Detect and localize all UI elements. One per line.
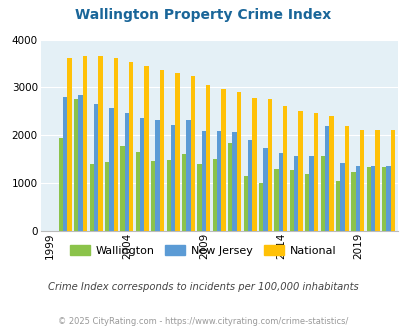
Bar (324, 126, 328, 231)
Bar (151, 161, 155, 231)
Bar (339, 163, 344, 231)
Bar (252, 98, 256, 231)
Bar (78, 95, 83, 231)
Bar (90, 164, 94, 231)
Bar (124, 113, 129, 231)
Bar (74, 99, 78, 231)
Bar (135, 152, 140, 231)
Bar (359, 130, 363, 231)
Bar (313, 113, 318, 231)
Bar (201, 131, 205, 231)
Text: Crime Index corresponds to incidents per 100,000 inhabitants: Crime Index corresponds to incidents per… (47, 282, 358, 292)
Bar (328, 116, 333, 231)
Text: © 2025 CityRating.com - https://www.cityrating.com/crime-statistics/: © 2025 CityRating.com - https://www.city… (58, 317, 347, 326)
Bar (98, 56, 102, 231)
Bar (113, 58, 117, 231)
Bar (344, 126, 348, 231)
Bar (274, 169, 278, 231)
Bar (175, 73, 179, 231)
Bar (282, 106, 287, 231)
Bar (366, 167, 370, 231)
Bar (289, 170, 293, 231)
Bar (129, 62, 133, 231)
Bar (370, 166, 375, 231)
Bar (305, 174, 309, 231)
Bar (140, 117, 144, 231)
Bar (320, 156, 324, 231)
Bar (160, 70, 164, 231)
Bar (171, 125, 175, 231)
Bar (120, 146, 124, 231)
Bar (212, 159, 217, 231)
Bar (205, 85, 210, 231)
Bar (232, 132, 236, 231)
Bar (243, 177, 247, 231)
Bar (390, 130, 394, 231)
Bar (109, 108, 113, 231)
Bar (293, 156, 298, 231)
Bar (181, 154, 186, 231)
Bar (67, 58, 72, 231)
Bar (155, 120, 160, 231)
Bar (258, 183, 262, 231)
Bar (335, 181, 339, 231)
Bar (267, 99, 271, 231)
Bar (262, 148, 267, 231)
Bar (186, 120, 190, 231)
Bar (166, 160, 171, 231)
Bar (59, 138, 63, 231)
Bar (236, 92, 241, 231)
Bar (278, 152, 282, 231)
Bar (83, 56, 87, 231)
Bar (221, 89, 225, 231)
Bar (190, 77, 194, 231)
Bar (298, 111, 302, 231)
Bar (386, 166, 390, 231)
Legend: Wallington, New Jersey, National: Wallington, New Jersey, National (65, 241, 340, 260)
Bar (381, 167, 386, 231)
Text: Wallington Property Crime Index: Wallington Property Crime Index (75, 8, 330, 22)
Bar (63, 97, 67, 231)
Bar (144, 66, 148, 231)
Bar (105, 162, 109, 231)
Bar (94, 104, 98, 231)
Bar (217, 131, 221, 231)
Bar (228, 143, 232, 231)
Bar (309, 156, 313, 231)
Bar (355, 166, 359, 231)
Bar (350, 172, 355, 231)
Bar (197, 164, 201, 231)
Bar (375, 130, 379, 231)
Bar (247, 140, 252, 231)
